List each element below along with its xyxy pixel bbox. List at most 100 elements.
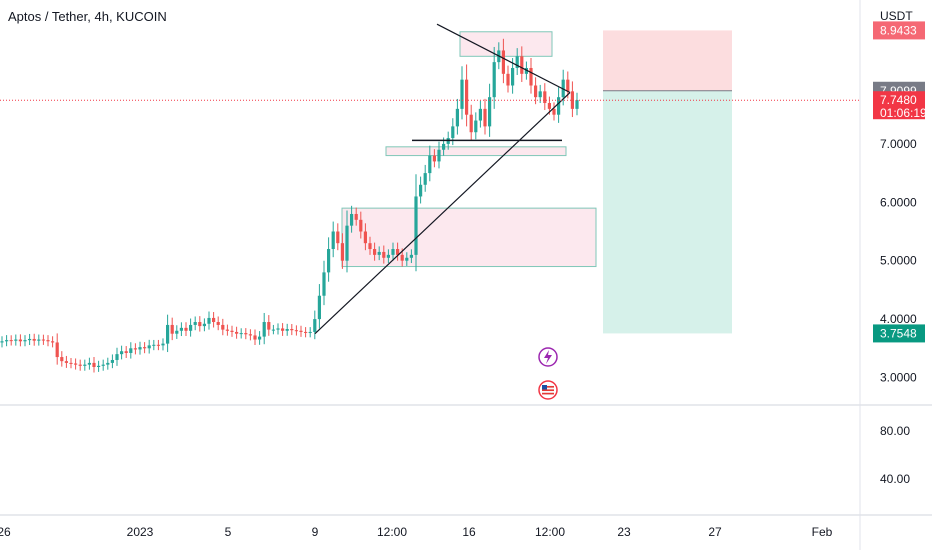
- price-tag-countdown: 01:06:19: [880, 106, 927, 120]
- candle-body: [120, 351, 124, 355]
- y-tick-label: 7.0000: [880, 137, 917, 151]
- candle-body: [74, 363, 78, 365]
- candle-body: [488, 97, 492, 127]
- candle-body: [327, 249, 331, 273]
- candle-body: [391, 249, 395, 255]
- candle-body: [184, 327, 188, 331]
- candle-body: [9, 340, 13, 342]
- candle-body: [552, 108, 556, 115]
- price-tag-bg: [873, 21, 925, 40]
- candle-body: [23, 340, 27, 342]
- candle-body: [501, 50, 505, 74]
- candle-body: [331, 231, 335, 250]
- y-tick-label: 5.0000: [880, 254, 917, 268]
- candle-body: [281, 328, 285, 331]
- zone-box: [459, 31, 553, 57]
- candle-body: [0, 341, 4, 343]
- lower-pane-tick-label: 40.00: [880, 472, 910, 486]
- candle-body: [428, 155, 432, 174]
- candle-body: [460, 79, 464, 109]
- flag-canton: [542, 385, 547, 390]
- x-tick-label: 23: [617, 525, 631, 539]
- candle-body: [350, 213, 354, 226]
- candle-body: [543, 91, 547, 104]
- currency-label: USDT: [880, 9, 913, 23]
- candle-body: [322, 272, 326, 296]
- candle-body: [124, 351, 128, 353]
- candle-body: [515, 56, 519, 68]
- candle-body: [547, 103, 551, 109]
- candle-body: [566, 79, 570, 92]
- candle-body: [511, 67, 515, 86]
- candle-body: [55, 342, 59, 358]
- take-profit-zone: [603, 90, 732, 334]
- candle-body: [221, 324, 225, 330]
- candle-body: [170, 324, 174, 334]
- x-tick-label: 12:00: [535, 525, 565, 539]
- candle-body: [432, 155, 436, 162]
- candle-body: [492, 62, 496, 98]
- candle-body: [396, 249, 400, 255]
- candle-body: [51, 341, 55, 343]
- candle-body: [216, 322, 220, 325]
- candle-body: [5, 340, 9, 342]
- candle-body: [32, 338, 36, 341]
- price-tag: 8.9433: [873, 21, 925, 40]
- candle-body: [423, 173, 427, 185]
- us-flag-event-icon: [538, 380, 558, 400]
- candle-body: [156, 344, 160, 346]
- candle-body: [239, 333, 243, 335]
- zone-box: [385, 146, 567, 157]
- candle-body: [267, 322, 271, 330]
- candle-body: [478, 108, 482, 121]
- candle-body: [345, 225, 349, 261]
- candle-body: [198, 322, 202, 327]
- candle-body: [202, 323, 206, 327]
- zone-box: [341, 207, 597, 268]
- candle-body: [377, 251, 381, 255]
- candle-body: [97, 365, 101, 367]
- candle-body: [133, 348, 137, 350]
- x-tick-label: 26: [0, 525, 11, 539]
- candle-body: [147, 345, 151, 349]
- candle-body: [506, 73, 510, 86]
- x-tick-label: 9: [312, 525, 319, 539]
- candle-body: [152, 344, 156, 346]
- y-tick-label: 3.0000: [880, 371, 917, 385]
- candle-body: [37, 339, 41, 341]
- candle-body: [529, 67, 533, 86]
- candle-body: [106, 362, 110, 365]
- price-tag-label: 7.7480: [880, 93, 917, 107]
- candle-body: [248, 334, 252, 336]
- candle-body: [336, 231, 340, 244]
- candle-body: [110, 359, 114, 363]
- candle-body: [313, 319, 317, 332]
- x-tick-label: 16: [462, 525, 476, 539]
- candle-body: [129, 348, 133, 353]
- candle-body: [373, 249, 377, 255]
- x-tick-label: 2023: [127, 525, 154, 539]
- candle-body: [469, 114, 473, 133]
- candle-body: [405, 257, 409, 261]
- candle-body: [78, 364, 82, 366]
- candle-body: [294, 330, 298, 332]
- candle-body: [570, 91, 574, 109]
- candle-body: [60, 357, 64, 362]
- candle-body: [14, 339, 18, 341]
- candle-body: [386, 254, 390, 258]
- candle-body: [143, 347, 147, 349]
- candle-body: [354, 213, 358, 220]
- candle-body: [138, 347, 142, 350]
- candle-body: [235, 331, 239, 334]
- candle-body: [419, 184, 423, 197]
- price-tag: 3.7548: [873, 324, 925, 343]
- candle-body: [557, 97, 561, 115]
- candle-body: [64, 361, 68, 363]
- candle-body: [299, 330, 303, 332]
- x-tick-label: Feb: [812, 525, 833, 539]
- candle-body: [101, 364, 105, 366]
- candle-body: [244, 333, 248, 335]
- candle-body: [175, 330, 179, 334]
